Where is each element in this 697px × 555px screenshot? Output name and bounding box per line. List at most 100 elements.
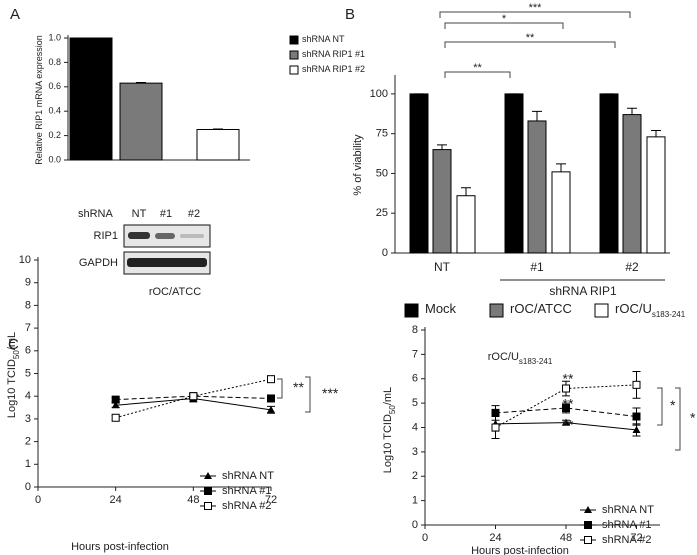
marker — [562, 418, 570, 426]
y-tick-label: 0.4 — [48, 106, 61, 116]
legend-swatch — [404, 303, 419, 318]
blot-row: GAPDH — [79, 257, 118, 269]
y-axis-label: Log10 TCID50/mL — [6, 332, 21, 418]
marker — [267, 394, 275, 403]
y-tick-label: 100 — [370, 88, 388, 100]
bar — [527, 120, 547, 254]
chart-title: rOC/Us183-241 — [488, 351, 553, 366]
marker — [111, 413, 120, 422]
significance-bracket — [657, 387, 663, 426]
y-tick-label: 0.6 — [48, 81, 61, 91]
y-axis-label-part: /mL — [382, 387, 394, 405]
significance-label: ** — [563, 396, 574, 412]
legend-label: shRNA NT — [222, 470, 274, 482]
bar — [551, 171, 571, 254]
legend-swatch — [289, 50, 299, 60]
significance-label: ** — [563, 371, 574, 387]
x-axis-label: Hours post-infection — [471, 545, 569, 555]
y-tick-label: 8 — [25, 299, 31, 311]
blot-lane: #2 — [188, 208, 200, 220]
y-tick-label: 4 — [25, 390, 31, 402]
marker — [562, 404, 570, 412]
y-axis-label-part: /mL — [6, 332, 18, 350]
y-tick-label: 0 — [412, 519, 418, 531]
y-tick-label: 5 — [25, 367, 31, 379]
western-blot: shRNA NT #1 #2 RIP1 GAPDH — [78, 208, 211, 275]
marker — [584, 536, 592, 544]
panel-label: B — [345, 6, 355, 23]
legend-label: shRNA RIP1 #1 — [302, 49, 365, 59]
significance-bracket — [444, 22, 564, 29]
blot-row: RIP1 — [94, 230, 118, 242]
y-axis-label-part: 50 — [388, 405, 397, 414]
y-tick-label: 1.0 — [48, 32, 61, 42]
y-tick-label: 8 — [412, 324, 418, 336]
panel-label: C — [8, 336, 19, 353]
bar — [504, 93, 524, 254]
y-tick-label: 0 — [382, 247, 388, 259]
chart-title: rOC/ATCC — [149, 286, 201, 298]
x-tick-label: #1 — [530, 260, 544, 274]
y-tick-label: 0.8 — [48, 57, 61, 67]
group-label: shRNA RIP1 — [549, 284, 617, 298]
marker — [632, 412, 641, 421]
chart-title-part: rOC/U — [488, 351, 519, 363]
bar — [599, 93, 619, 254]
y-tick-label: 7 — [412, 348, 418, 360]
legend-label-part: Mock — [425, 301, 457, 316]
error-bar — [532, 110, 542, 121]
bar — [432, 149, 452, 254]
significance-bracket — [439, 11, 631, 18]
marker — [111, 395, 120, 404]
significance-bracket — [444, 41, 616, 48]
blot-header: shRNA — [78, 208, 114, 220]
y-tick-label: 75 — [376, 128, 388, 140]
legend-label-part: s183-241 — [652, 310, 686, 319]
legend-swatch — [489, 303, 504, 318]
y-tick-label: 1 — [412, 495, 418, 507]
error-bar — [461, 187, 471, 196]
significance-label: * — [670, 397, 676, 413]
marker — [632, 425, 641, 433]
marker — [491, 423, 500, 432]
y-tick-label: 0.2 — [48, 130, 61, 140]
y-axis-label-part: Log10 TCID — [382, 414, 394, 473]
bar — [196, 129, 240, 161]
y-tick-label: 2 — [412, 470, 418, 482]
error-bar — [556, 163, 566, 172]
bar — [119, 82, 163, 161]
marker — [584, 506, 592, 513]
marker — [491, 408, 500, 417]
significance-bracket — [277, 378, 283, 399]
y-tick-label: 0.0 — [48, 154, 61, 164]
blot-band — [127, 258, 207, 267]
y-tick-label: 25 — [376, 207, 388, 219]
error-bar — [651, 130, 661, 137]
marker — [267, 405, 275, 413]
y-tick-label: 4 — [412, 421, 418, 433]
legend-label-part: shRNA RIP1 #2 — [302, 64, 365, 74]
marker — [204, 472, 212, 479]
marker — [267, 375, 275, 384]
x-tick-label: 72 — [265, 494, 277, 506]
legend-label-part: shRNA NT — [302, 34, 345, 44]
legend-label: shRNA #1 — [222, 485, 272, 497]
y-tick-label: 6 — [412, 373, 418, 385]
legend-label: rOC/Us183-241 — [615, 301, 686, 318]
legend-label: shRNA #1 — [602, 519, 652, 531]
significance-bracket — [444, 71, 511, 78]
bar — [456, 195, 476, 254]
x-tick-label: 24 — [489, 532, 501, 544]
significance-label: ** — [526, 32, 535, 44]
legend-label: rOC/ATCC — [510, 301, 572, 316]
legend-label: shRNA #2 — [602, 534, 652, 546]
legend-label: Mock — [425, 301, 457, 316]
error-bar — [136, 82, 146, 84]
legend-swatch — [594, 303, 609, 318]
blot-band — [155, 233, 175, 239]
error-bar — [627, 107, 637, 115]
x-tick-label: NT — [434, 260, 451, 274]
y-tick-label: 3 — [412, 446, 418, 458]
x-tick-label: 72 — [630, 532, 642, 544]
significance-bracket — [305, 376, 311, 413]
